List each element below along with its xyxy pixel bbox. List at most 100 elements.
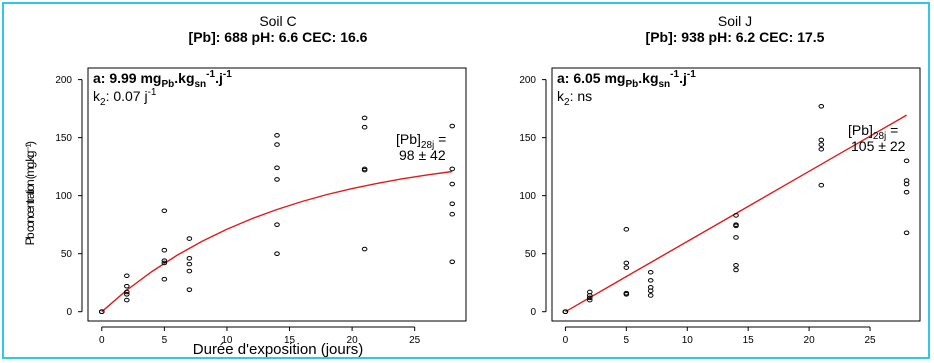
k2-value: : ns [570, 88, 593, 104]
data-point [274, 165, 280, 171]
rate-unit-j: .j [679, 70, 687, 86]
pb28-annotation: [Pb]28j = [396, 131, 446, 151]
x-tick-label: 10 [682, 335, 694, 346]
data-point [449, 259, 456, 265]
rate-sub-sn: sn [195, 79, 207, 90]
data-point [903, 230, 910, 236]
data-point [818, 137, 825, 143]
x-tick-label: 15 [743, 335, 755, 346]
data-point [161, 247, 168, 253]
rate-value: a: 6.05 mg [557, 70, 625, 86]
data-point [274, 142, 280, 147]
k2-sub: 2 [564, 97, 570, 108]
k2-sub: 2 [100, 97, 106, 108]
k2-annotation: k2: ns [557, 88, 592, 108]
x-tick-label: 0 [563, 335, 569, 346]
data-point [124, 297, 130, 303]
data-point [161, 258, 168, 263]
rate-sup-1: -1 [670, 69, 679, 80]
pb28-value: 98 ± 42 [399, 147, 446, 163]
panel-soil-j: Soil J[Pb]: 938 pH: 6.2 CEC: 17.5 0 5 10 15 2… [519, 13, 921, 346]
y-tick-label: 50 [525, 249, 537, 260]
pb28-sub: 28j [873, 131, 886, 142]
chart-subtitle: [Pb]: 938 pH: 6.2 CEC: 17.5 [646, 29, 825, 45]
y-tick-label: 0 [66, 307, 72, 318]
plot-box [87, 67, 467, 322]
y-tick-label: 100 [55, 191, 72, 202]
pb28-sub: 28j [421, 140, 434, 151]
rate-unit-j: .j [215, 70, 223, 86]
rate-sub-sn: sn [659, 79, 671, 90]
k2-label: k [557, 88, 565, 104]
data-point [623, 260, 630, 266]
data-point [161, 276, 168, 282]
data-point [903, 189, 910, 195]
data-point [586, 295, 593, 301]
data-point [161, 260, 168, 266]
x-tick-label: 15 [284, 335, 296, 346]
data-point [562, 309, 569, 315]
figure-frame: Soil C [Pb]: 688 pH: 6.6 CEC: 16.6 0 5 10 15 2… [2, 2, 930, 359]
x-tick-label: 5 [162, 335, 168, 346]
data-point [903, 158, 910, 164]
k2-annotation: k2: 0.07 j-1 [93, 87, 157, 108]
y-tick-label: 100 [519, 191, 536, 202]
data-point [647, 285, 654, 290]
y-tick-label: 50 [61, 249, 73, 260]
data-point [449, 201, 456, 207]
y-axis: 0 50 100 150 200 [519, 75, 547, 318]
y-tick-label: 200 [55, 75, 72, 86]
x-tick-label: 25 [409, 335, 421, 346]
chart-title: Soil C [259, 13, 296, 29]
x-axis: 0 5 10 15 20 25 [563, 326, 876, 346]
data-point [449, 166, 456, 172]
data-points [562, 103, 910, 315]
rate-value: a: 9.99 mg [93, 70, 161, 86]
y-axis: 0 50 100 150 200 [55, 75, 83, 318]
data-point [818, 182, 825, 188]
data-point [274, 222, 280, 227]
plot-box [551, 67, 921, 322]
data-point [623, 290, 630, 296]
data-point [623, 227, 630, 232]
x-tick-label: 25 [864, 335, 876, 346]
data-point [361, 166, 368, 172]
pb28-label: [Pb] [396, 131, 421, 147]
x-tick-label: 20 [804, 335, 816, 346]
data-point [124, 283, 130, 289]
data-point [274, 177, 280, 182]
data-point [647, 269, 654, 275]
rate-sub-pb: Pb [161, 79, 174, 90]
data-point [361, 124, 368, 130]
pb28-equals: = [434, 131, 446, 147]
x-tick-label: 0 [99, 335, 105, 346]
data-points [98, 115, 456, 315]
rate-annotation: a: 6.05 mgPb.kgsn-1.j-1 [557, 69, 696, 90]
y-tick-label: 0 [530, 307, 536, 318]
data-point [647, 278, 654, 283]
data-point [124, 273, 130, 279]
data-point [586, 289, 593, 295]
fit-curve [101, 170, 453, 313]
y-tick-label: 200 [519, 75, 536, 86]
chart-title: Soil J [718, 13, 752, 29]
x-tick-label: 5 [624, 335, 630, 346]
data-point [274, 133, 280, 138]
data-point [818, 146, 825, 152]
pb28-label: [Pb] [848, 122, 873, 138]
data-point [818, 103, 825, 109]
data-point [733, 262, 739, 268]
data-point [124, 289, 130, 295]
data-point [818, 142, 825, 147]
pb28-equals: = [886, 122, 898, 138]
rate-unit-kg: .kg [174, 70, 194, 86]
data-point [733, 267, 739, 273]
data-point [647, 293, 654, 298]
data-point [186, 268, 193, 274]
chart-subtitle: [Pb]: 688 pH: 6.6 CEC: 16.6 [189, 29, 368, 45]
data-point [186, 256, 193, 261]
rate-sub-pb: Pb [625, 79, 638, 90]
data-point [623, 265, 630, 270]
rate-sup-2: -1 [687, 69, 696, 80]
data-point [186, 236, 193, 241]
